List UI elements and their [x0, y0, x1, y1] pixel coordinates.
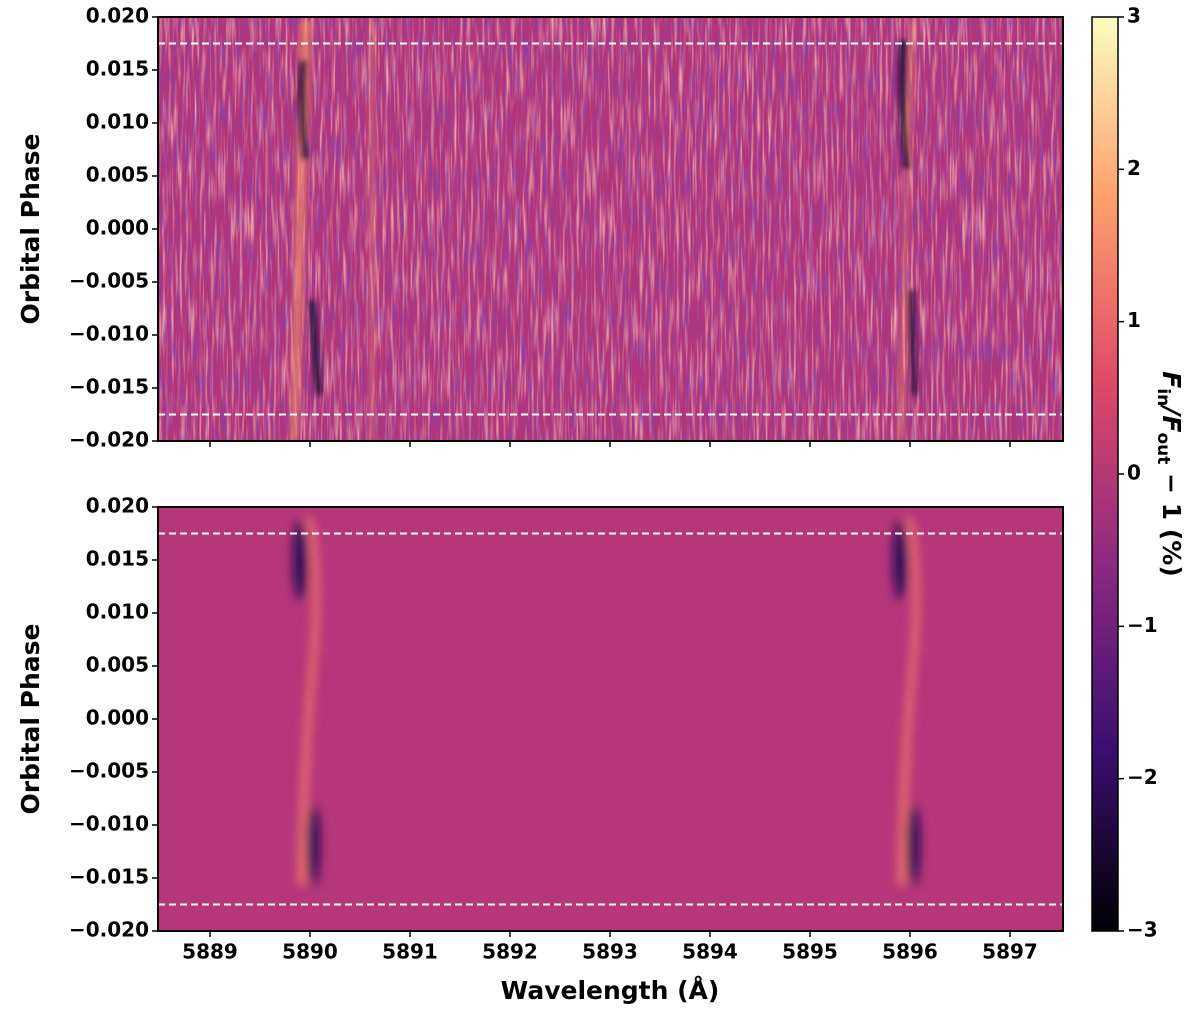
x-tick-label: 5897	[982, 940, 1038, 964]
label-part: in	[1153, 388, 1173, 406]
y-tick-label: 0.000	[86, 706, 149, 730]
y-axis-label: Orbital Phase	[16, 624, 45, 815]
y-tick-label: 0.010	[86, 110, 149, 134]
y-tick-label: −0.020	[69, 428, 149, 452]
y-tick-label: −0.010	[69, 812, 149, 836]
x-tick-label: 5889	[182, 940, 238, 964]
x-tick-label: 5893	[582, 940, 638, 964]
y-tick-label: −0.005	[69, 269, 149, 293]
x-tick-label: 5891	[382, 940, 438, 964]
y-tick-label: 0.020	[86, 494, 149, 518]
x-tick-label: 5892	[482, 940, 538, 964]
heatmap-image	[158, 507, 1063, 931]
colorbar-tick-label: 2	[1127, 156, 1141, 180]
colorbar-tick-label: −2	[1127, 765, 1158, 789]
y-tick-label: −0.005	[69, 759, 149, 783]
x-tick-label: 5896	[882, 940, 938, 964]
y-tick-label: 0.000	[86, 216, 149, 240]
y-tick-label: 0.015	[86, 547, 149, 571]
y-tick-label: 0.020	[86, 4, 149, 28]
colorbar-tick-label: −3	[1127, 918, 1158, 942]
label-part: out	[1153, 432, 1173, 464]
x-tick-label: 5895	[782, 940, 838, 964]
y-tick-label: 0.010	[86, 600, 149, 624]
x-tick-label: 5894	[682, 940, 738, 964]
colorbar-tick-label: 0	[1127, 461, 1141, 485]
y-tick-label: 0.005	[86, 653, 149, 677]
x-tick-label: 5890	[282, 940, 338, 964]
y-tick-label: 0.015	[86, 57, 149, 81]
y-tick-label: −0.020	[69, 918, 149, 942]
y-tick-label: −0.010	[69, 322, 149, 346]
y-tick-label: −0.015	[69, 375, 149, 399]
y-tick-label: −0.015	[69, 865, 149, 889]
colorbar-tick-label: −1	[1127, 613, 1158, 637]
label-part: − 1 (%)	[1157, 464, 1186, 576]
heatmap-image	[158, 17, 1063, 441]
colorbar	[1091, 16, 1119, 932]
colorbar-label: Fin/Fout − 1 (%)	[1153, 371, 1186, 577]
colorbar-tick-label: 3	[1127, 4, 1141, 28]
colorbar-tick-label: 1	[1127, 308, 1141, 332]
label-part: /F	[1157, 403, 1186, 432]
y-axis-label: Orbital Phase	[16, 134, 45, 325]
y-tick-label: 0.005	[86, 163, 149, 187]
x-axis-label: Wavelength (Å)	[501, 976, 720, 1005]
label-part: F	[1157, 371, 1186, 388]
